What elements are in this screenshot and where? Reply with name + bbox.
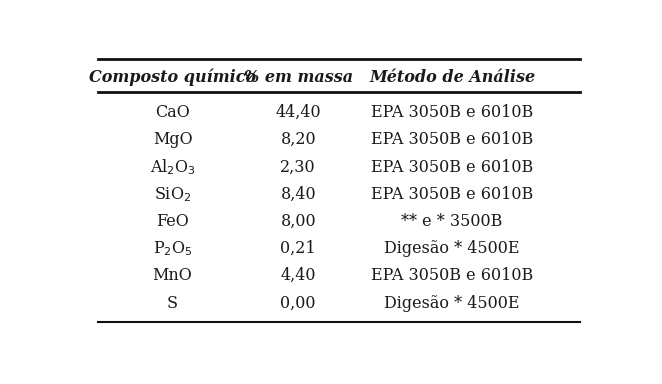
Text: 4,40: 4,40 bbox=[281, 267, 316, 284]
Text: 2,30: 2,30 bbox=[281, 159, 316, 175]
Text: Al$_2$O$_3$: Al$_2$O$_3$ bbox=[150, 157, 195, 177]
Text: EPA 3050B e 6010B: EPA 3050B e 6010B bbox=[371, 186, 534, 203]
Text: MnO: MnO bbox=[153, 267, 193, 284]
Text: EPA 3050B e 6010B: EPA 3050B e 6010B bbox=[371, 267, 534, 284]
Text: P$_2$O$_5$: P$_2$O$_5$ bbox=[153, 239, 193, 258]
Text: 8,00: 8,00 bbox=[281, 213, 316, 230]
Text: EPA 3050B e 6010B: EPA 3050B e 6010B bbox=[371, 159, 534, 175]
Text: Método de Análise: Método de Análise bbox=[369, 69, 535, 86]
Text: MgO: MgO bbox=[153, 131, 193, 148]
Text: % em massa: % em massa bbox=[244, 69, 353, 86]
Text: Digesão * 4500E: Digesão * 4500E bbox=[385, 240, 520, 257]
Text: CaO: CaO bbox=[155, 104, 190, 121]
Text: 0,00: 0,00 bbox=[281, 295, 316, 311]
Text: S: S bbox=[167, 295, 178, 311]
Text: FeO: FeO bbox=[156, 213, 189, 230]
Text: ** e * 3500B: ** e * 3500B bbox=[401, 213, 503, 230]
Text: 44,40: 44,40 bbox=[275, 104, 321, 121]
Text: 8,20: 8,20 bbox=[281, 131, 316, 148]
Text: 0,21: 0,21 bbox=[281, 240, 316, 257]
Text: EPA 3050B e 6010B: EPA 3050B e 6010B bbox=[371, 131, 534, 148]
Text: 8,40: 8,40 bbox=[281, 186, 316, 203]
Text: Digesão * 4500E: Digesão * 4500E bbox=[385, 295, 520, 311]
Text: SiO$_2$: SiO$_2$ bbox=[154, 185, 191, 204]
Text: EPA 3050B e 6010B: EPA 3050B e 6010B bbox=[371, 104, 534, 121]
Text: Composto químico: Composto químico bbox=[89, 68, 256, 86]
